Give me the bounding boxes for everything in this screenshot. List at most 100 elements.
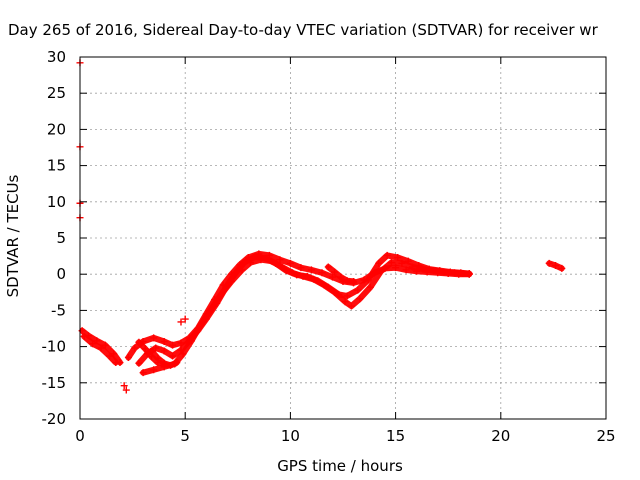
data-point (169, 352, 177, 360)
y-tick-label: -20 (42, 410, 67, 428)
data-point (179, 350, 187, 358)
data-point (267, 257, 275, 265)
x-tick-label: 10 (281, 427, 300, 445)
data-point (89, 340, 97, 348)
data-point (465, 270, 473, 278)
data-point (246, 259, 254, 267)
data-point (289, 269, 297, 277)
x-tick-label: 20 (491, 427, 510, 445)
data-point (152, 344, 160, 352)
data-point (545, 259, 553, 267)
data-point (173, 359, 181, 367)
data-point (160, 347, 168, 355)
data-point (286, 259, 294, 267)
data-point (227, 277, 235, 285)
data-point (394, 254, 402, 262)
data-track-0 (79, 327, 123, 366)
data-point (318, 269, 326, 277)
y-tick-label: 0 (56, 265, 66, 283)
data-point (419, 265, 427, 273)
data-point (383, 251, 391, 259)
data-point (341, 298, 349, 306)
data-point (375, 259, 383, 267)
data-point (160, 338, 168, 346)
data-point (451, 269, 459, 277)
data-point (188, 337, 196, 345)
y-tick-label: -10 (42, 338, 67, 356)
data-track-4 (140, 256, 473, 376)
data-point (160, 360, 168, 368)
data-point (217, 290, 225, 298)
data-point (122, 386, 130, 394)
grid-layer (80, 57, 606, 419)
data-point (139, 369, 147, 377)
data-point (307, 266, 315, 274)
y-tick-label: 25 (47, 84, 66, 102)
x-tick-label: 5 (180, 427, 190, 445)
data-point (169, 341, 177, 349)
data-point (135, 359, 143, 367)
data-point (150, 334, 158, 342)
data-point (135, 338, 143, 346)
data-point (297, 264, 305, 272)
x-tick-label: 0 (75, 427, 85, 445)
data-point (120, 382, 128, 390)
x-tick-label: 25 (596, 427, 615, 445)
data-point (377, 267, 385, 275)
data-point (97, 344, 105, 352)
data-point (343, 277, 351, 285)
y-tick-label: -15 (42, 374, 67, 392)
x-tick-label: 15 (386, 427, 405, 445)
axis-layer: 0 5 10 15 20 25 -20 -15 -10 -5 0 5 10 15 20 25 30 (42, 48, 616, 445)
data-point (552, 262, 560, 270)
data-point (356, 295, 364, 303)
data-point (141, 345, 149, 353)
y-tick-label: 5 (56, 229, 66, 247)
data-point (408, 263, 416, 271)
data-point (328, 273, 336, 281)
data-point (398, 259, 406, 267)
data-point (166, 361, 174, 369)
y-axis-label: SDTVAR / TECUs (4, 174, 22, 297)
data-point (366, 283, 374, 291)
data-point (459, 269, 467, 277)
data-point (196, 322, 204, 330)
data-point (429, 267, 437, 275)
data-point (148, 353, 156, 361)
y-tick-label: -5 (51, 301, 66, 319)
chart-title: Day 265 of 2016, Sidereal Day-to-day VTE… (8, 21, 599, 39)
y-tick-label: 30 (47, 48, 66, 66)
data-point (337, 273, 345, 281)
data-point (387, 259, 395, 267)
data-point (278, 263, 286, 271)
y-tick-label: 15 (47, 157, 66, 175)
data-point (276, 256, 284, 264)
data-point (558, 264, 566, 272)
data-point (105, 352, 113, 360)
data-point (80, 332, 88, 340)
data-point (177, 318, 185, 326)
data-point (112, 359, 120, 367)
data-point (331, 288, 339, 296)
data-point (181, 315, 189, 323)
data-point (324, 263, 332, 271)
y-tick-label: 10 (47, 193, 66, 211)
data-point (347, 302, 355, 310)
data-point (257, 256, 265, 264)
data-point (154, 359, 162, 367)
data-point (343, 292, 351, 300)
data-point (320, 281, 328, 289)
data-point (206, 306, 214, 314)
data-point (150, 366, 158, 374)
data-point (124, 353, 132, 361)
data-point (177, 339, 185, 347)
data-point (238, 266, 246, 274)
data-point (331, 268, 339, 276)
y-tick-label: 20 (47, 120, 66, 138)
x-axis-label: GPS time / hours (277, 457, 403, 475)
data-point (101, 341, 109, 349)
data-layer (76, 59, 566, 394)
data-point (131, 344, 139, 352)
